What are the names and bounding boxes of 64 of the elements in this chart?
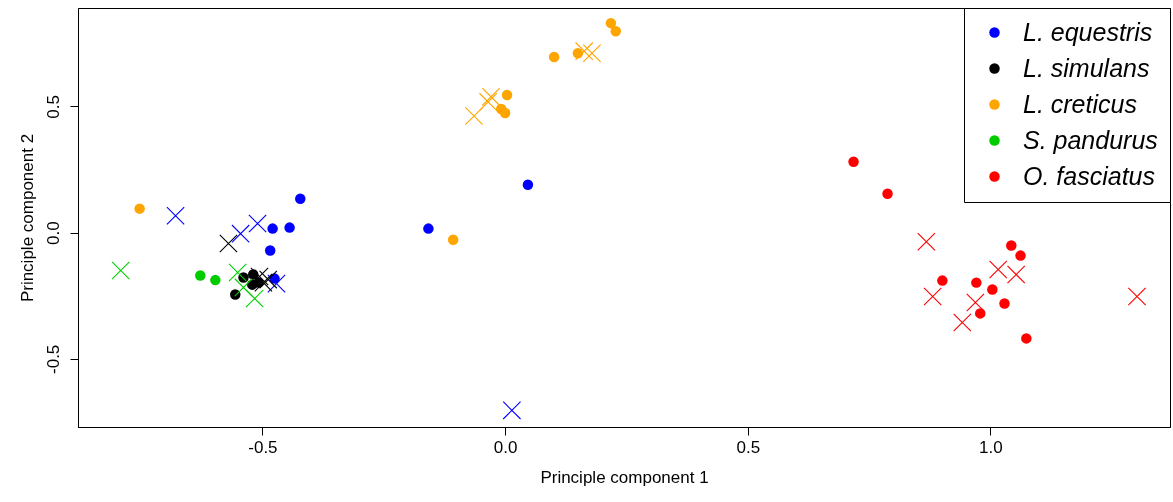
point [574,41,594,61]
point [264,245,276,256]
point [848,156,859,167]
point [481,87,501,107]
point [248,214,267,233]
legend-label: O. fasciatus [1023,161,1155,190]
x-tick-label: 0.5 [736,437,761,457]
point [267,223,278,234]
point [267,274,286,293]
x-axis-title: Principle component 1 [540,467,709,487]
legend-label: L. creticus [1023,89,1137,118]
point [1015,250,1026,261]
point [1127,287,1147,306]
point [605,17,617,29]
y-tick-label: -0.5 [43,344,63,374]
point [988,260,1008,279]
point [971,277,982,288]
y-tick-label: 0.5 [43,95,63,119]
legend-label: S. pandurus [1023,125,1158,154]
point [974,308,986,319]
point [499,107,511,119]
point [231,224,250,243]
point [259,270,278,289]
y-axis-title: Principle component 2 [17,133,37,303]
point [987,284,998,295]
point [423,223,434,234]
point [522,179,534,190]
point [1021,333,1032,344]
point [582,43,602,63]
x-tick-label: -0.5 [248,437,278,457]
x-tick-label: 1.0 [979,437,1003,457]
point [447,234,459,245]
point [245,289,264,308]
point [111,261,130,280]
point [295,193,306,205]
point [210,274,221,286]
point [219,234,238,253]
point [134,203,145,214]
point [478,92,498,112]
y-tick-label: 0.0 [43,221,63,245]
point [1006,240,1017,251]
point [610,25,621,37]
legend-label: L. equestris [1023,17,1153,46]
point [284,222,295,233]
point [923,287,942,306]
point [937,275,948,286]
point [234,278,253,297]
point [254,273,273,292]
point [250,267,269,286]
point [548,51,560,63]
point [464,106,484,126]
point [966,293,985,312]
point [917,232,936,251]
point [953,313,972,332]
point [882,188,893,200]
point [195,270,206,281]
legend-label: L. simulans [1023,53,1150,82]
point [501,89,513,101]
point [166,206,185,225]
point [228,263,247,282]
point [999,298,1010,309]
x-tick-label: 0.0 [493,437,518,457]
point [502,401,522,420]
point [1006,265,1026,284]
